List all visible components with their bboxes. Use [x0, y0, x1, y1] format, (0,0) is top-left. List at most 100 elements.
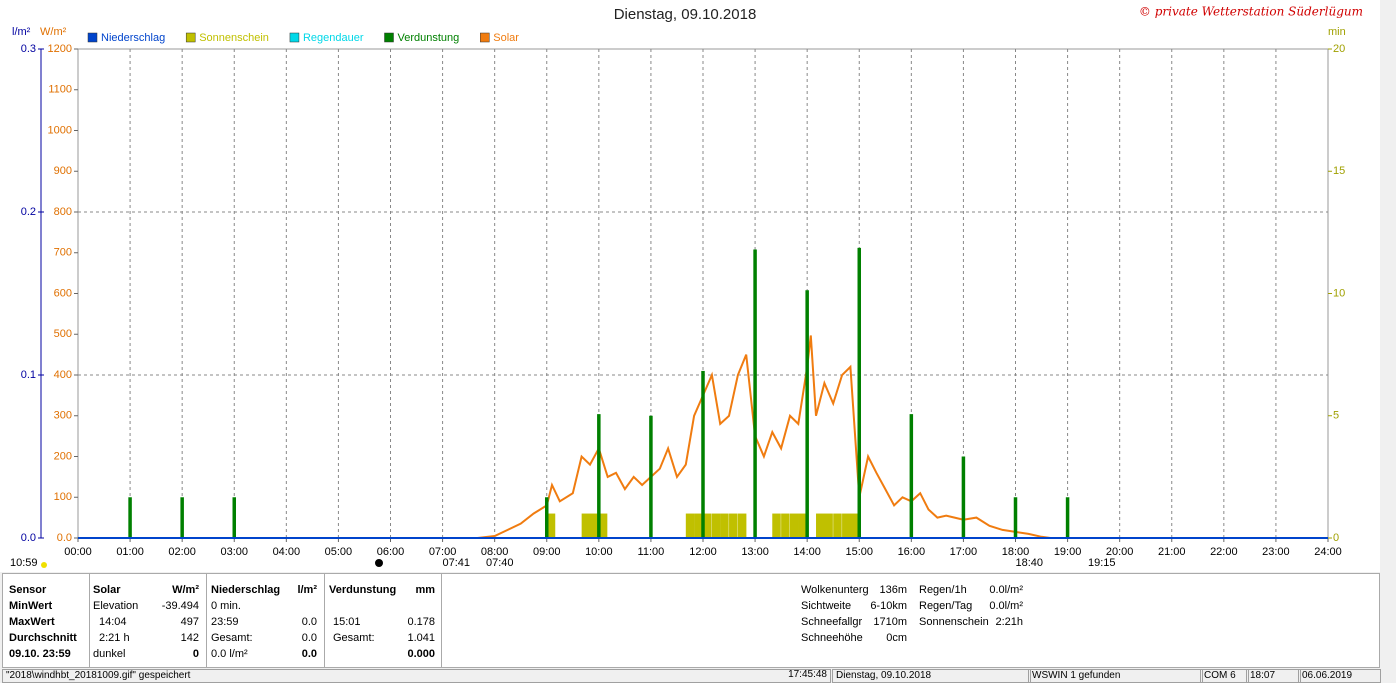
bar — [701, 370, 705, 538]
y2-tick-label: 20 — [1333, 43, 1345, 55]
legend-label: Verdunstung — [398, 32, 460, 44]
bar — [598, 513, 608, 538]
bar — [961, 456, 966, 538]
y-tick-label: 200 — [54, 450, 72, 462]
stats-cell: Regen/1h — [919, 584, 967, 596]
legend-label: Niederschlag — [101, 32, 165, 44]
bar — [1065, 497, 1070, 538]
line — [477, 335, 1051, 539]
bar — [833, 513, 842, 538]
stats-cell: Gesamt: — [333, 632, 375, 644]
bar — [694, 513, 703, 538]
bar — [753, 249, 757, 539]
chart: Dienstag, 09.10.2018 © private Wettersta… — [0, 0, 1380, 572]
stats-cell: 1.041 — [407, 632, 435, 644]
x-tick-label: 03:00 — [220, 546, 248, 558]
annotation: 07:40 — [486, 557, 514, 569]
separator — [206, 574, 207, 667]
stats-cell: Durchschnitt — [9, 632, 77, 644]
stats-cell: -39.494 — [161, 600, 199, 612]
y-tick-label: 0.0 — [57, 532, 72, 544]
x-tick-label: 05:00 — [325, 546, 353, 558]
x-tick-label: 02:00 — [168, 546, 196, 558]
x-tick-label: 04:00 — [273, 546, 301, 558]
stats-cell: Gesamt: — [211, 632, 253, 644]
y-tick-label: 1100 — [48, 84, 72, 96]
stats-cell: 136m — [879, 584, 907, 596]
y2-tick-label: 10 — [1333, 287, 1345, 299]
bar — [842, 513, 851, 538]
bar — [789, 513, 799, 538]
bar — [729, 513, 738, 538]
stats-panel: Sensor MinWert MaxWert Durchschnitt 09.10. 2… — [2, 573, 1380, 668]
y-tick-label: 100 — [54, 491, 72, 503]
y3-unit: l/m² — [12, 26, 31, 38]
y2-tick-label: 0 — [1333, 532, 1339, 544]
stats-cell: 0cm — [886, 632, 907, 644]
stats-cell: dunkel — [93, 648, 126, 660]
stats-cell: 15:01 — [333, 616, 361, 628]
y2-unit: min — [1328, 26, 1346, 38]
x-tick-label: 21:00 — [1158, 546, 1186, 558]
x-tick-label: 18:00 — [1002, 546, 1030, 558]
credit: © private Wetterstation Süderlügum — [1139, 5, 1363, 19]
bar — [720, 513, 729, 538]
legend-swatch — [87, 32, 98, 43]
bar — [850, 513, 859, 538]
stats-cell: MinWert — [9, 600, 53, 612]
separator — [324, 574, 325, 667]
legend-swatch — [384, 32, 394, 43]
annotation: 07:41 — [442, 557, 470, 569]
stats-cell: 6-10km — [870, 600, 907, 612]
stats-cell: 0.0l/m² — [989, 600, 1023, 612]
bar — [703, 513, 712, 538]
stats-cell: Regen/Tag — [919, 600, 973, 612]
x-tick-label: 00:00 — [64, 546, 92, 558]
legend-label: Solar — [493, 32, 519, 44]
x-tick-label: 19:00 — [1054, 546, 1082, 558]
legend-label: Sonnenschein — [199, 32, 269, 44]
y-tick-label: 700 — [54, 247, 72, 259]
bar — [805, 290, 809, 538]
stats-cell: 0 — [192, 648, 199, 660]
x-tick-label: 07:00 — [429, 546, 457, 558]
y-tick-label: 600 — [54, 287, 72, 299]
x-tick-label: 09:00 — [533, 546, 561, 558]
bar — [232, 497, 236, 538]
y-tick-label: 1200 — [48, 43, 72, 55]
stats-cell: mm — [415, 584, 435, 596]
y-tick-label: 400 — [54, 369, 72, 381]
x-tick-label: 14:00 — [793, 546, 821, 558]
stats-cell: Sichtweite — [801, 600, 852, 612]
chart-title: Dienstag, 09.10.2018 — [614, 6, 757, 23]
stats-cell: Solar — [93, 584, 121, 596]
y-tick-label: 900 — [54, 165, 72, 177]
x-tick-label: 08:00 — [481, 546, 509, 558]
x-tick-label: 24:00 — [1314, 546, 1342, 558]
bar — [798, 513, 807, 538]
legend-label: Regendauer — [303, 32, 364, 44]
bar — [649, 415, 653, 538]
stats-cell: 2:21 h — [99, 632, 130, 644]
bar — [180, 497, 184, 538]
y3-tick-label: 0.2 — [21, 206, 36, 218]
stats-cell: Sonnenschein — [919, 616, 989, 628]
stats-cell: Wolkenunterg — [801, 584, 869, 596]
stats-cell: 23:59 — [211, 616, 239, 628]
y-tick-label: 500 — [54, 328, 72, 340]
stats-cell: Schneehöhe — [801, 632, 863, 644]
y3-tick-label: 0.0 — [21, 532, 36, 544]
status-field: "2018\windhbt_20181009.gif" gespeichert — [2, 669, 831, 683]
y2-tick-label: 15 — [1333, 165, 1345, 177]
status-field: 18:07 — [1246, 669, 1301, 683]
stats-cell: 497 — [180, 616, 199, 628]
y2-tick-label: 5 — [1333, 410, 1339, 422]
status-field: 17:45:48 — [788, 669, 827, 680]
stats-cell: 2:21h — [995, 616, 1023, 628]
stats-cell: l/m² — [297, 584, 317, 596]
bar — [545, 497, 549, 538]
stats-cell: MaxWert — [9, 616, 55, 628]
legend-swatch — [480, 32, 490, 43]
stats-cell: Verdunstung — [329, 584, 397, 596]
